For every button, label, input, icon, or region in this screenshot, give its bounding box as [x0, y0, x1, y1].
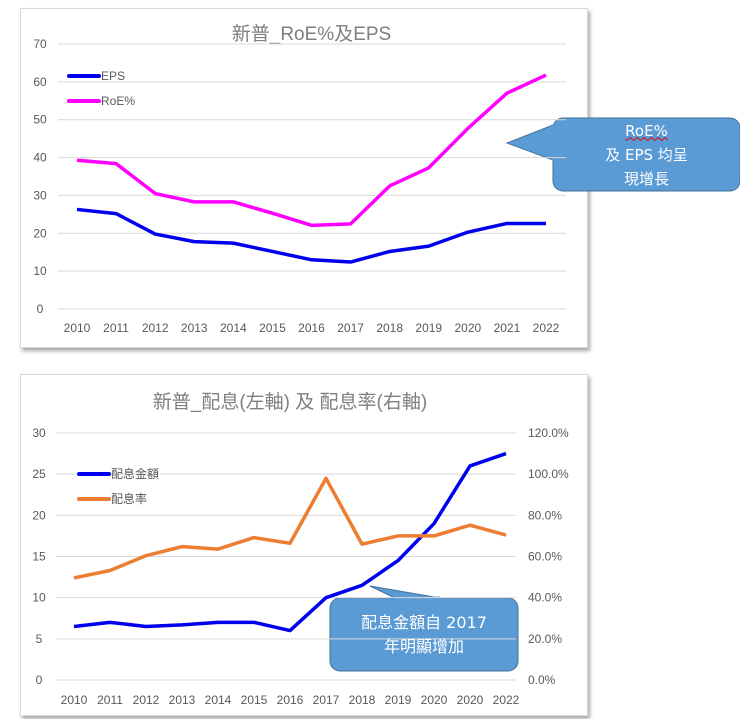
legend-label: EPS: [101, 69, 125, 83]
chart-1-title: 新普_RoE%及EPS: [232, 23, 391, 45]
y2-tick-label: 80.0%: [528, 508, 562, 522]
x-tick-label: 2022: [533, 321, 560, 335]
callout-1-line2: 現增長: [623, 169, 669, 188]
x-tick-label: 2014: [220, 321, 247, 335]
x-tick-label: 2019: [385, 693, 412, 707]
x-tick-label: 2012: [133, 693, 160, 707]
y2-tick-label: 60.0%: [528, 550, 562, 564]
callout-2-line2: 年明顯增加: [383, 636, 464, 656]
x-tick-label: 2017: [313, 693, 340, 707]
x-tick-label: 2010: [61, 693, 88, 707]
x-tick-label: 2013: [169, 693, 196, 707]
callout-roe-eps: RoE% 及 EPS 均呈 現增長: [553, 118, 740, 191]
legend-label: 配息率: [111, 491, 147, 506]
x-tick-label: 2017: [337, 321, 364, 335]
y2-tick-label: 120.0%: [528, 426, 569, 440]
y2-tick-label: 20.0%: [528, 632, 562, 646]
y-tick-label: 15: [32, 550, 46, 564]
x-tick-label: 2014: [205, 693, 232, 707]
y-tick-label: 30: [32, 426, 46, 440]
x-tick-label: 2015: [259, 321, 286, 335]
callout-2-pointer: [369, 585, 441, 599]
x-tick-label: 2020: [457, 693, 484, 707]
series-line-EPS: [76, 207, 546, 264]
series-line-RoE%: [76, 73, 547, 228]
callout-2-line1: 配息金額自 2017: [361, 612, 487, 632]
y-tick-label: 60: [33, 75, 47, 89]
x-tick-label: 2013: [181, 321, 208, 335]
y-tick-label: 20: [33, 226, 47, 240]
x-tick-label: 2019: [415, 321, 442, 335]
x-tick-label: 2010: [64, 321, 91, 335]
x-tick-label: 2012: [142, 321, 169, 335]
y-tick-label: 10: [33, 264, 47, 278]
x-tick-label: 2011: [103, 321, 129, 335]
y-tick-label: 30: [33, 188, 47, 202]
y-tick-label: 70: [33, 37, 47, 51]
legend-label: RoE%: [101, 94, 135, 108]
chart-2-title: 新普_配息(左軸) 及 配息率(右軸): [153, 391, 427, 413]
x-tick-label: 2011: [97, 693, 123, 707]
callout-1-line1-b: 及 EPS 均呈: [605, 145, 688, 164]
y-tick-label: 10: [32, 591, 46, 605]
y-tick-label: 50: [33, 113, 47, 127]
callout-dividend: 配息金額自 2017 年明顯增加: [330, 598, 518, 671]
x-tick-label: 2015: [241, 693, 268, 707]
y-tick-label: 20: [32, 508, 46, 522]
y2-tick-label: 0.0%: [528, 673, 556, 687]
y-tick-label: 0: [37, 302, 44, 316]
x-tick-label: 2016: [277, 693, 304, 707]
x-tick-label: 2022: [493, 693, 520, 707]
y-tick-label: 40: [33, 151, 47, 165]
y2-tick-label: 40.0%: [528, 591, 562, 605]
x-tick-label: 2020: [421, 693, 448, 707]
x-tick-label: 2018: [376, 321, 403, 335]
y-tick-label: 5: [36, 632, 43, 646]
callout-1-pointer: [505, 124, 554, 161]
y-tick-label: 0: [36, 673, 43, 687]
callout-1-line1-a: RoE%: [625, 121, 668, 140]
x-tick-label: 2018: [349, 693, 376, 707]
y2-tick-label: 100.0%: [528, 467, 569, 481]
x-tick-label: 2016: [298, 321, 325, 335]
y-tick-label: 25: [32, 467, 46, 481]
chart-1-panel: [20, 8, 588, 348]
x-tick-label: 2021: [494, 321, 521, 335]
legend-label: 配息金額: [111, 466, 159, 481]
x-tick-label: 2020: [454, 321, 481, 335]
